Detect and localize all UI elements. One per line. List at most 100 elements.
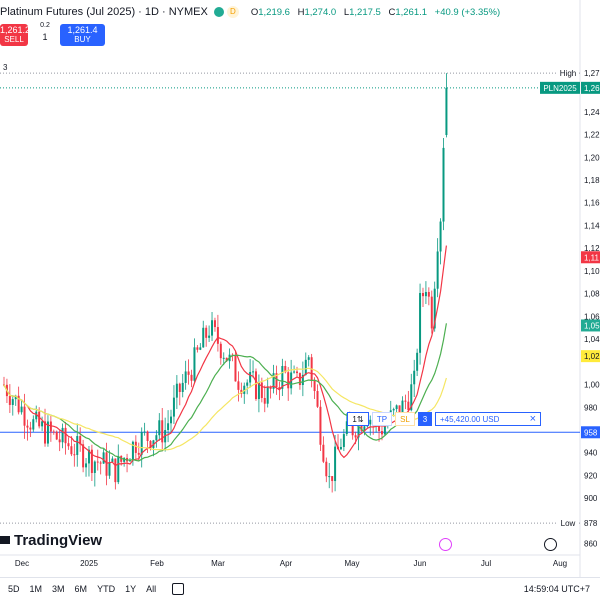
timeframe-5d[interactable]: 5D <box>8 584 20 594</box>
timeframe-ytd[interactable]: YTD <box>97 584 116 594</box>
position-bar[interactable]: 1⇅ TP SL 3 +45,420.00 USD × <box>347 412 544 426</box>
candle <box>401 400 404 417</box>
candle <box>269 387 272 389</box>
clock[interactable]: 14:59:04 UTC+7 <box>523 584 590 594</box>
candle <box>208 335 211 338</box>
take-profit-button[interactable]: TP <box>372 412 392 426</box>
price-label-bg <box>580 516 600 530</box>
low-tag: Low <box>561 519 576 528</box>
candle <box>293 371 296 373</box>
time-tick-label: Apr <box>280 559 293 568</box>
close-position-icon[interactable]: × <box>529 413 536 425</box>
candle <box>313 380 316 392</box>
candle <box>178 383 181 392</box>
time-tick-label: May <box>344 559 359 568</box>
candle <box>398 405 401 417</box>
candle <box>439 221 442 252</box>
candle <box>436 251 439 289</box>
candle <box>61 427 64 443</box>
candle <box>108 462 111 476</box>
delayed-data-badge[interactable]: D <box>226 6 239 18</box>
price-tick-label: 1,12 <box>584 244 600 253</box>
candle <box>413 370 416 385</box>
timeframe-1y[interactable]: 1Y <box>125 584 137 594</box>
timeframe-6m[interactable]: 6M <box>74 584 88 594</box>
quantity-field[interactable]: 0.2 1 <box>38 22 52 42</box>
candle <box>93 461 96 473</box>
candle <box>52 431 55 433</box>
price-tick-label: 980 <box>584 403 598 412</box>
candle <box>14 395 17 400</box>
candle <box>322 444 325 462</box>
candle <box>55 431 58 440</box>
price-tick-label: 1,24 <box>584 108 600 117</box>
candle <box>205 327 208 338</box>
candle <box>430 296 433 329</box>
candle <box>325 461 328 477</box>
candle <box>181 382 184 392</box>
candle <box>445 87 448 135</box>
candle <box>263 397 266 404</box>
candle <box>442 147 445 222</box>
candle <box>219 343 222 359</box>
candle <box>222 357 225 359</box>
candle <box>184 371 187 383</box>
price-tick-label: 1,20 <box>584 153 600 162</box>
price-tick-label: 1,00 <box>584 381 600 390</box>
price-tick-label: 860 <box>584 540 598 549</box>
high-key: H <box>297 6 305 18</box>
avatar-icon[interactable] <box>544 538 557 551</box>
candle <box>70 446 73 455</box>
buy-button[interactable]: 1,261.4 BUY <box>60 24 105 46</box>
tradingview-logo: TradingView <box>0 530 102 550</box>
symbol-title[interactable]: Platinum Futures (Jul 2025) · 1D · NYMEX <box>0 6 208 18</box>
candle <box>23 406 26 426</box>
bottom-toolbar: 5D 1M 3M 6M YTD 1Y All 14:59:04 UTC+7 <box>0 577 600 600</box>
tradingview-mark-icon <box>0 536 10 544</box>
candle <box>105 452 108 476</box>
candle <box>111 458 114 463</box>
quantity-value: 1 <box>42 32 48 42</box>
candle <box>260 382 263 398</box>
reverse-position-button[interactable]: 1⇅ <box>347 412 369 426</box>
spread-value: 0.2 <box>40 22 50 29</box>
candle <box>8 396 11 405</box>
candle <box>246 382 249 386</box>
candle <box>117 455 120 483</box>
price-label: 1,11 <box>584 253 600 262</box>
candle <box>149 440 152 449</box>
timeframe-3m[interactable]: 3M <box>52 584 65 594</box>
candle <box>199 347 202 350</box>
candle <box>254 371 257 400</box>
candle <box>316 391 319 407</box>
price-label: 878 <box>584 519 598 528</box>
candle <box>96 461 99 463</box>
tp-label: TP <box>376 414 388 424</box>
price-tick-label: 940 <box>584 449 598 458</box>
sell-button[interactable]: 1,261.2 SELL <box>0 24 30 46</box>
candle <box>29 427 32 430</box>
stop-loss-button[interactable]: SL <box>395 412 415 426</box>
open-value: 1,219.6 <box>258 6 290 18</box>
candle <box>17 395 20 413</box>
candle <box>196 347 199 350</box>
candle <box>243 385 246 394</box>
candle <box>140 432 143 455</box>
open-key: O <box>250 6 259 18</box>
timeframe-1m[interactable]: 1M <box>29 584 43 594</box>
lightning-icon[interactable] <box>439 538 452 551</box>
time-tick-label: Aug <box>553 559 567 568</box>
candle <box>90 449 93 473</box>
market-open-icon <box>213 7 224 17</box>
candle <box>213 320 216 328</box>
candle <box>20 406 23 413</box>
timeframe-all[interactable]: All <box>146 584 157 594</box>
price-label-bg <box>581 251 600 264</box>
candle <box>99 462 102 464</box>
ma-slow-line <box>3 367 447 451</box>
candle <box>216 327 219 344</box>
date-range-icon[interactable] <box>172 583 185 595</box>
low-key: L <box>343 6 350 18</box>
low-tag-bg <box>557 517 579 530</box>
